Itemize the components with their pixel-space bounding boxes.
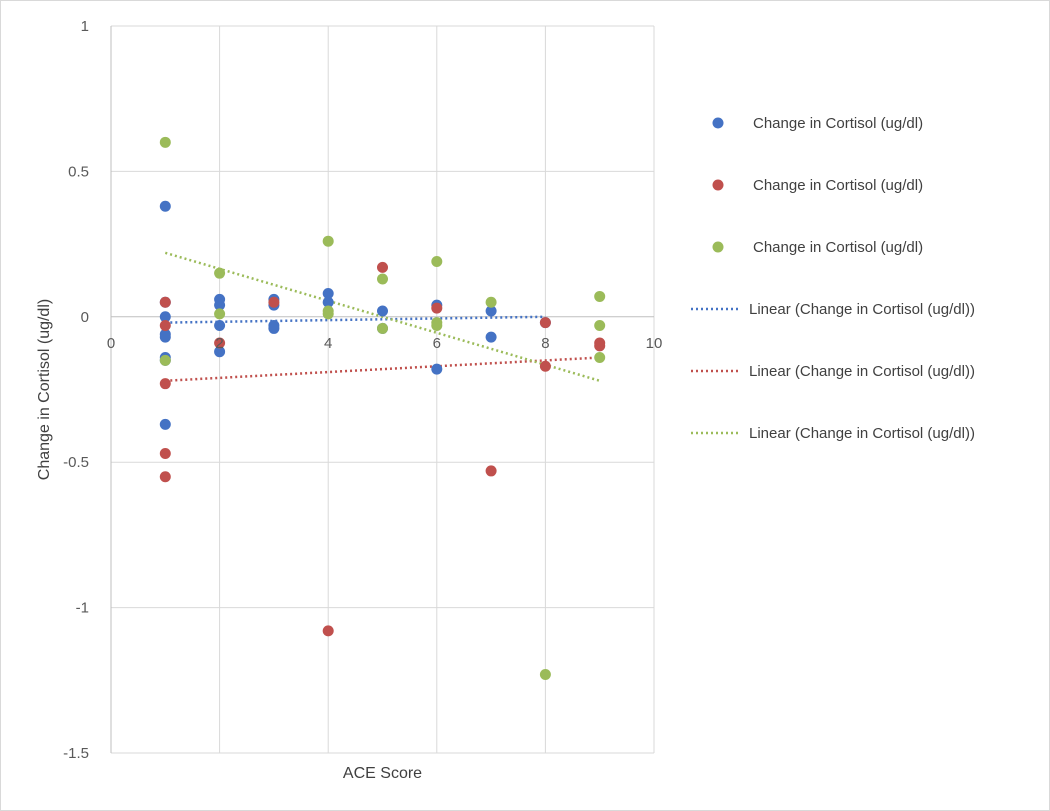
axes: [110, 26, 654, 753]
data-point: [377, 305, 388, 317]
data-point: [431, 363, 443, 375]
tick-labels: 1 0.5 0 -0.5 -1 -1.5 0 2 4 6 8 10: [63, 18, 662, 762]
x-tick-label: 6: [433, 335, 441, 352]
trendlines: [164, 251, 601, 383]
data-point: [485, 296, 497, 308]
data-point: [159, 331, 171, 343]
y-tick-label: 0.5: [68, 163, 89, 180]
data-point: [214, 299, 226, 311]
y-tick-label: -1.5: [63, 745, 89, 762]
data-point: [377, 322, 388, 334]
legend-marker: [712, 117, 724, 129]
data-point: [159, 471, 171, 483]
x-tick-label: 2: [215, 335, 223, 352]
data-point: [594, 352, 606, 364]
x-tick-label: 10: [646, 335, 663, 352]
data-point: [322, 296, 334, 308]
data-point: [214, 308, 226, 320]
data-point: [377, 273, 388, 285]
legend-marker: [712, 241, 724, 253]
legend-label: Linear (Change in Cortisol (ug/dl)): [749, 363, 975, 380]
data-point: [539, 360, 551, 372]
data-point: [159, 200, 171, 212]
y-tick-label: -1: [76, 600, 89, 617]
y-tick-label: -0.5: [63, 454, 89, 471]
data-point: [214, 320, 226, 332]
x-tick-label: 0: [107, 335, 115, 352]
data-point: [431, 302, 443, 314]
data-point: [594, 290, 606, 302]
data-point: [159, 354, 171, 366]
legend-label: Change in Cortisol (ug/dl): [753, 239, 923, 256]
x-tick-label: 4: [324, 335, 332, 352]
y-tick-label: 1: [81, 18, 89, 35]
data-point: [322, 235, 334, 247]
data-point: [322, 288, 334, 300]
data-point: [268, 296, 280, 308]
data-point: [431, 256, 443, 268]
x-tick-label: 8: [541, 335, 549, 352]
legend-label: Change in Cortisol (ug/dl): [753, 177, 923, 194]
data-point: [214, 346, 226, 358]
data-point: [485, 465, 497, 477]
y-axis-title: Change in Cortisol (ug/dl): [36, 299, 53, 480]
legend-label: Linear (Change in Cortisol (ug/dl)): [749, 425, 975, 442]
data-point: [159, 320, 171, 332]
data-point: [268, 322, 280, 334]
data-point: [539, 317, 551, 329]
data-points: [159, 136, 606, 680]
data-point: [214, 267, 226, 279]
data-point: [159, 418, 171, 430]
legend-label: Linear (Change in Cortisol (ug/dl)): [749, 301, 975, 318]
legend-label: Change in Cortisol (ug/dl): [753, 115, 923, 132]
data-point: [539, 668, 551, 680]
data-point: [377, 261, 388, 273]
data-point: [431, 320, 443, 332]
data-point: [322, 625, 334, 637]
trendline: [165, 315, 546, 324]
trendline: [164, 251, 601, 382]
data-point: [159, 136, 171, 148]
data-point: [594, 320, 606, 332]
data-point: [322, 308, 334, 320]
data-point: [594, 340, 606, 352]
gridlines: [111, 25, 655, 754]
data-point: [159, 378, 171, 390]
data-point: [214, 337, 226, 349]
data-point: [159, 447, 171, 459]
data-point: [485, 331, 497, 343]
legend: Change in Cortisol (ug/dl) Change in Cort…: [691, 115, 975, 442]
data-point: [485, 305, 497, 317]
legend-marker: [712, 179, 724, 191]
x-axis-title: ACE Score: [343, 765, 422, 782]
y-tick-label: 0: [81, 309, 89, 326]
trendline: [165, 356, 600, 383]
data-point: [159, 296, 171, 308]
data-point: [159, 311, 171, 323]
